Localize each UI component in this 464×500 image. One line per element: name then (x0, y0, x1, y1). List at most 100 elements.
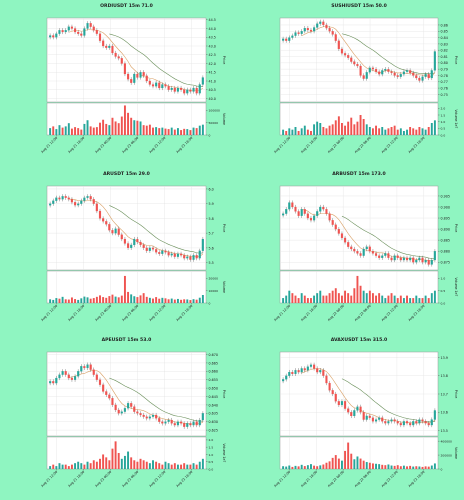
candle-body (371, 417, 375, 422)
candle-body (328, 382, 331, 391)
volume-bar (58, 125, 61, 135)
volume-bar (133, 120, 136, 135)
candle-body (415, 421, 418, 424)
candle-body (83, 366, 86, 369)
candle-body (77, 371, 80, 377)
volume-bar (412, 466, 415, 469)
volume-bar (347, 293, 350, 303)
candle-body (393, 255, 396, 261)
volume-tick-label: 1.5 (441, 113, 446, 117)
volume-bar (89, 298, 92, 303)
volume-bar (195, 128, 198, 135)
volume-bar (198, 461, 201, 469)
volume-bar (195, 299, 198, 303)
volume-bar (378, 464, 381, 469)
candle-body (189, 89, 192, 92)
candle-body (142, 244, 145, 248)
volume-bar (310, 298, 312, 303)
candle-body (155, 82, 158, 87)
chart-title: ARBUSDT 15m 173.0 (332, 171, 386, 177)
candle-body (427, 423, 430, 426)
x-tick-label: Aug 22 06:00 (354, 136, 372, 154)
candle-body (117, 228, 120, 235)
candle-body (92, 199, 95, 204)
volume-bar (67, 299, 70, 303)
volume-bar (297, 466, 300, 469)
candle-body (64, 30, 67, 33)
candle-body (164, 421, 167, 424)
volume-bar (306, 465, 309, 469)
volume-bar (285, 295, 288, 303)
volume-bar (123, 455, 126, 469)
volume-bar (108, 296, 111, 303)
candle-body (108, 45, 111, 48)
volume-bar (170, 127, 173, 135)
volume-bar (139, 458, 142, 469)
price-tick-label: 0.665 (209, 361, 218, 365)
volume-tick-label: 200000 (441, 453, 453, 457)
volume-bar (418, 127, 421, 135)
candle-body (359, 406, 362, 413)
volume-bar (49, 128, 52, 135)
candle-body (347, 242, 350, 247)
volume-bar (300, 464, 303, 469)
volume-bar (83, 123, 86, 135)
volume-bar (164, 461, 167, 469)
volume-tick-label: 20000 (209, 277, 219, 281)
candle-body (86, 23, 89, 29)
candle-body (340, 401, 344, 406)
candle-body (95, 30, 98, 34)
candle-body (120, 234, 123, 240)
volume-bar (49, 299, 52, 303)
volume-bar (362, 290, 365, 303)
volume-bar (136, 120, 139, 135)
volume-bar (158, 128, 161, 135)
candle-body (164, 250, 167, 253)
volume-bar (102, 297, 105, 303)
volume-bar (99, 295, 101, 303)
price-tick-label: 40.5 (209, 88, 216, 92)
volume-bar (102, 454, 105, 469)
price-tick-label: 5.9 (209, 202, 214, 206)
volume-bar (111, 448, 114, 469)
candle-body (133, 238, 136, 246)
candle-body (316, 368, 319, 373)
candle-body (55, 197, 58, 201)
price-tick-label: 13.6 (441, 411, 448, 415)
volume-bar (313, 124, 316, 135)
candle-body (161, 250, 164, 254)
volume-bar (347, 121, 350, 135)
volume-tick-label: 0.5 (441, 289, 446, 293)
price-tick-label: 13.8 (441, 374, 448, 378)
volume-bar (133, 460, 136, 469)
volume-bar (409, 127, 412, 135)
volume-bar (319, 290, 322, 303)
candle-body (170, 87, 173, 90)
candle-body (92, 26, 95, 31)
volume-bar (384, 298, 387, 303)
volume-bar (142, 460, 145, 469)
volume-bar (353, 288, 356, 303)
x-tick-label: Aug 21 12:00 (273, 136, 291, 154)
volume-bar (183, 128, 186, 135)
candle-body (291, 371, 294, 375)
volume-bar (195, 464, 198, 469)
volume-bar (306, 129, 309, 135)
price-axis-label: Price (454, 390, 458, 400)
ma-slow-line (341, 33, 435, 75)
volume-bar (359, 115, 362, 135)
candle-body (322, 206, 325, 210)
x-tick-label: Aug 21 18:00 (67, 470, 85, 488)
candle-body (399, 74, 402, 77)
volume-bar (282, 298, 285, 303)
price-tick-label: 0.625 (209, 429, 218, 433)
candle-body (412, 421, 415, 426)
candle-body (133, 406, 136, 412)
candle-body (136, 238, 139, 243)
volume-bar (353, 459, 356, 469)
volume-bar (313, 465, 316, 469)
volume-bar (92, 298, 95, 303)
volume-bar (67, 123, 70, 135)
candle-body (282, 38, 285, 41)
volume-bar (362, 119, 365, 135)
